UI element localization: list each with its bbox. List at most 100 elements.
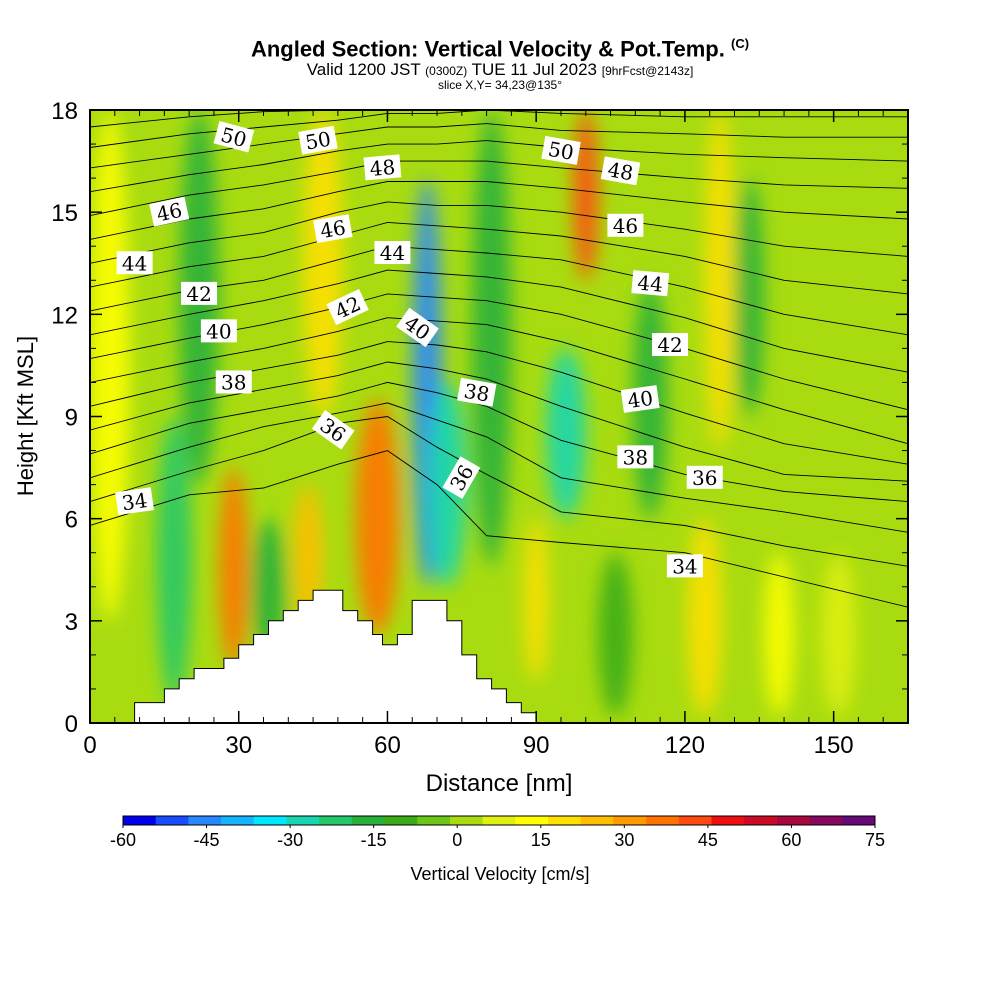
svg-text:34: 34 bbox=[672, 554, 697, 578]
colorbar-tick-label: -15 bbox=[361, 830, 387, 850]
svg-text:48: 48 bbox=[606, 157, 635, 185]
colorbar: -60 -45 -30 -15 0 15 30 45 60 75 bbox=[110, 815, 885, 850]
y-tick-label: 15 bbox=[51, 200, 78, 227]
contour-label: 48 bbox=[363, 154, 402, 181]
colorbar-swatch bbox=[286, 816, 320, 825]
theta-contour-line bbox=[90, 269, 908, 373]
x-tick-label: 60 bbox=[374, 732, 401, 759]
svg-text:40: 40 bbox=[626, 386, 655, 413]
colorbar-swatch bbox=[515, 816, 549, 825]
colorbar-swatch bbox=[188, 816, 222, 825]
colorbar-swatch bbox=[580, 816, 614, 825]
y-tick-label: 18 bbox=[51, 98, 78, 125]
colorbar-tick-label: -45 bbox=[194, 830, 220, 850]
velocity-cell bbox=[821, 552, 856, 717]
velocity-cell bbox=[734, 178, 765, 417]
svg-text:42: 42 bbox=[186, 282, 211, 306]
velocity-cell bbox=[523, 518, 549, 683]
colorbar-tick-label: -60 bbox=[110, 830, 136, 850]
contour-label: 38 bbox=[617, 445, 654, 469]
slice-info: slice X,Y= 34,23@135° bbox=[437, 78, 563, 92]
theta-contour-line bbox=[90, 221, 908, 295]
y-axis-label: Height [Kft MSL] bbox=[13, 336, 38, 496]
x-tick-label: 90 bbox=[523, 732, 550, 759]
contour-label: 46 bbox=[313, 214, 353, 243]
theta-contour-line bbox=[90, 140, 908, 193]
colorbar-tick-label: 30 bbox=[614, 830, 634, 850]
colorbar-tick-label: 15 bbox=[531, 830, 551, 850]
colorbar-tick-label: 0 bbox=[452, 830, 462, 850]
colorbar-swatch bbox=[744, 816, 778, 825]
colorbar-swatch bbox=[221, 816, 255, 825]
theta-contour-line bbox=[90, 293, 908, 411]
velocity-cell bbox=[90, 110, 130, 621]
colorbar-frame bbox=[122, 815, 876, 826]
velocity-cell bbox=[218, 467, 249, 669]
y-tick-label: 9 bbox=[65, 405, 78, 432]
contour-label: 38 bbox=[457, 377, 497, 407]
velocity-cell bbox=[598, 552, 633, 717]
svg-text:38: 38 bbox=[221, 370, 246, 394]
colorbar-swatch bbox=[613, 816, 647, 825]
terrain-mask bbox=[90, 589, 908, 723]
colorbar-tick-label: -30 bbox=[277, 830, 303, 850]
contour-label: 46 bbox=[149, 196, 190, 227]
svg-text:44: 44 bbox=[636, 271, 663, 297]
colorbar-swatch bbox=[842, 816, 876, 825]
colorbar-swatch bbox=[417, 816, 451, 825]
velocity-cell bbox=[303, 110, 343, 417]
colorbar-swatch bbox=[351, 816, 386, 825]
x-tick-label: 30 bbox=[225, 732, 252, 759]
theta-contour-line bbox=[90, 245, 908, 336]
velocity-cell bbox=[704, 110, 735, 451]
contour-label: 44 bbox=[631, 270, 670, 297]
colorbar-swatch bbox=[548, 816, 582, 825]
colorbar-tick-label: 60 bbox=[781, 830, 801, 850]
velocity-cell bbox=[687, 518, 723, 717]
velocity-cell bbox=[355, 399, 400, 635]
svg-text:50: 50 bbox=[546, 137, 575, 165]
theta-contour-line bbox=[90, 402, 908, 533]
colorbar-label: Vertical Velocity [cm/s] bbox=[410, 864, 589, 884]
theta-contour-line bbox=[90, 416, 908, 567]
y-tick-label: 0 bbox=[65, 711, 78, 738]
svg-text:38: 38 bbox=[623, 445, 648, 469]
colorbar-swatch bbox=[646, 816, 680, 825]
svg-text:46: 46 bbox=[318, 215, 347, 243]
contour-label: 40 bbox=[620, 385, 660, 413]
contour-label: 50 bbox=[541, 135, 581, 165]
theta-contour-line bbox=[90, 450, 908, 608]
y-tick-label: 6 bbox=[65, 507, 78, 534]
contour-label: 34 bbox=[666, 554, 703, 578]
y-tick-label: 12 bbox=[51, 302, 78, 329]
contour-label: 40 bbox=[200, 319, 237, 343]
colorbar-swatch bbox=[155, 816, 189, 825]
colorbar-swatch bbox=[384, 816, 418, 825]
contour-label: 42 bbox=[652, 332, 689, 357]
svg-text:38: 38 bbox=[462, 379, 491, 407]
svg-text:44: 44 bbox=[122, 251, 147, 275]
theta-contour-line bbox=[90, 160, 908, 217]
svg-text:46: 46 bbox=[154, 198, 184, 227]
colorbar-tick-label: 75 bbox=[865, 830, 885, 850]
colorbar-swatch bbox=[711, 816, 745, 825]
colorbar-swatch bbox=[319, 816, 353, 825]
x-tick-label: 0 bbox=[83, 732, 96, 759]
theta-contour-line bbox=[90, 361, 908, 482]
svg-text:42: 42 bbox=[657, 333, 682, 357]
contour-label: 34 bbox=[115, 487, 154, 515]
theta-contour-line bbox=[90, 317, 908, 445]
colorbar-swatch bbox=[253, 816, 287, 825]
colorbar-swatch bbox=[776, 816, 811, 825]
contour-label: 42 bbox=[181, 281, 218, 306]
colorbar-swatch bbox=[809, 816, 843, 825]
contour-label: 44 bbox=[116, 251, 153, 275]
colorbar-tick-label: 45 bbox=[698, 830, 718, 850]
contour-label: 44 bbox=[374, 241, 411, 265]
x-tick-label: 120 bbox=[665, 732, 705, 759]
svg-text:44: 44 bbox=[380, 241, 405, 265]
contour-label: 50 bbox=[298, 125, 338, 155]
